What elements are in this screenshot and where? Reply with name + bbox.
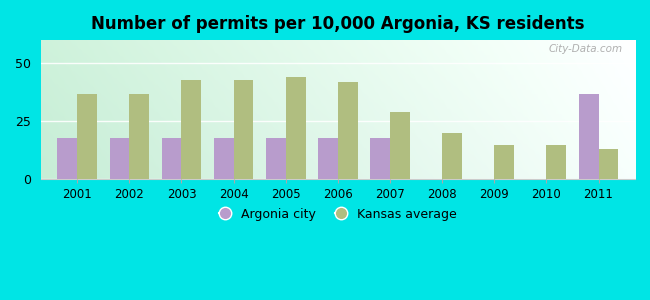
Bar — [370, 138, 390, 179]
Bar — [442, 133, 462, 179]
Bar — [286, 77, 306, 179]
Title: Number of permits per 10,000 Argonia, KS residents: Number of permits per 10,000 Argonia, KS… — [91, 15, 584, 33]
Text: City-Data.com: City-Data.com — [549, 44, 623, 54]
Bar — [494, 145, 514, 179]
Bar — [77, 94, 97, 179]
Bar — [214, 138, 233, 179]
Bar — [390, 112, 410, 179]
Bar — [318, 138, 338, 179]
Bar — [129, 94, 149, 179]
Bar — [162, 138, 181, 179]
Bar — [266, 138, 286, 179]
Bar — [338, 82, 358, 179]
Bar — [181, 80, 202, 179]
Bar — [110, 138, 129, 179]
Bar — [578, 94, 599, 179]
Bar — [233, 80, 254, 179]
Bar — [599, 149, 618, 179]
Bar — [547, 145, 566, 179]
Legend: Argonia city, Kansas average: Argonia city, Kansas average — [214, 203, 462, 226]
Bar — [57, 138, 77, 179]
